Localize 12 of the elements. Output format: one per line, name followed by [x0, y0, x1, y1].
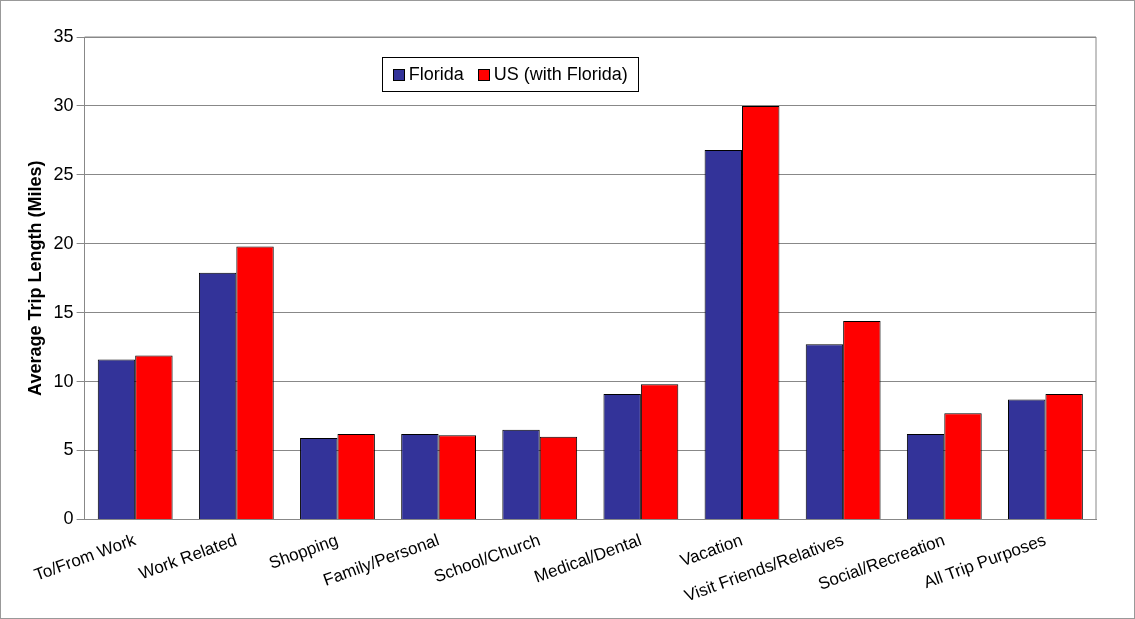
y-tick-label: 10: [53, 370, 74, 391]
x-tick-label: To/From Work: [31, 530, 139, 585]
y-tick-label: 25: [53, 163, 74, 184]
y-tick-label: 30: [53, 94, 74, 115]
y-tick-label: 20: [53, 232, 74, 253]
legend-label: US (with Florida): [493, 64, 628, 85]
y-tick-label: 5: [63, 439, 74, 460]
y-axis-title: Average Trip Length (Miles): [24, 160, 45, 396]
y-tick-label: 15: [53, 301, 74, 322]
y-tick-label: 0: [63, 508, 74, 529]
y-tick-label: 35: [53, 25, 74, 46]
legend-label: Florida: [408, 64, 464, 85]
